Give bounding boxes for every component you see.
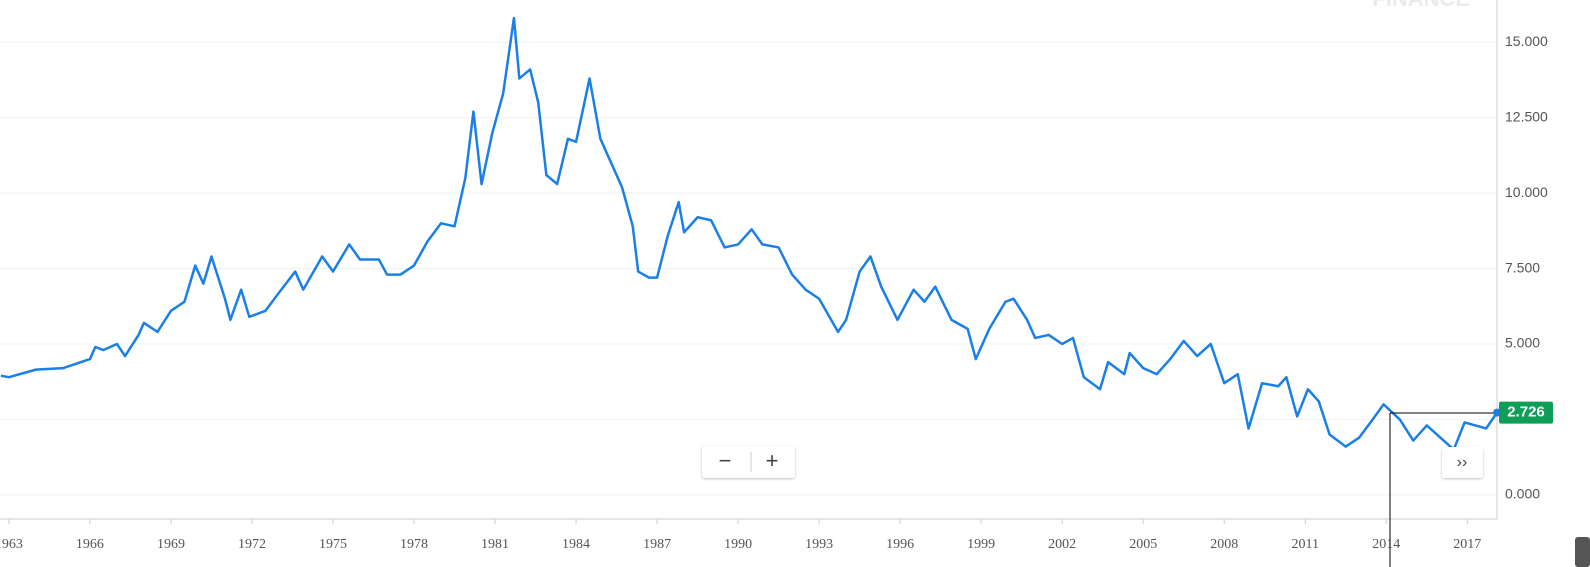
zoom-box	[702, 446, 795, 478]
zoom-in[interactable]: +	[766, 448, 779, 473]
x-tick-label: 1969	[157, 537, 185, 552]
x-tick-label: 1975	[319, 537, 347, 552]
x-tick-label: 2005	[1129, 537, 1157, 552]
x-tick-label: 2017	[1453, 537, 1481, 552]
x-tick-label: 2011	[1292, 537, 1319, 552]
series-line	[0, 16, 1497, 451]
x-tick-label: 1993	[805, 537, 833, 552]
x-tick-label: 1987	[643, 537, 671, 552]
watermark: FINANCE	[1372, 0, 1470, 11]
y-tick-label: 15.000	[1505, 33, 1548, 49]
x-tick-label: 1984	[562, 537, 590, 552]
last-value-label: 2.726	[1507, 404, 1545, 421]
x-tick-label: 1966	[76, 537, 104, 552]
y-tick-label: 10.000	[1505, 184, 1548, 200]
y-tick-label: 7.500	[1505, 259, 1540, 275]
y-tick-label: 12.500	[1505, 108, 1548, 124]
x-tick-label: 1972	[238, 537, 266, 552]
scroll-button[interactable]	[1442, 447, 1483, 478]
y-tick-label: 5.000	[1505, 335, 1540, 351]
last-value-box	[1499, 401, 1553, 424]
corner-widget	[1575, 537, 1590, 567]
x-tick-label: 2014	[1372, 537, 1400, 552]
zoom-out[interactable]: −	[719, 448, 732, 473]
y-tick-label: 0.000	[1505, 486, 1540, 502]
x-tick-label: 1978	[400, 537, 428, 552]
x-tick-label: 2002	[1048, 537, 1076, 552]
x-tick-label: 1996	[886, 537, 914, 552]
x-tick-label: 2008	[1210, 537, 1238, 552]
zoom-controls: − +	[702, 446, 795, 478]
scroll-label[interactable]: ››	[1457, 454, 1468, 471]
x-tick-label: 1963	[0, 537, 23, 552]
x-tick-label: 1990	[724, 537, 752, 552]
x-tick-label: 1999	[967, 537, 995, 552]
x-tick-label: 1981	[481, 537, 509, 552]
